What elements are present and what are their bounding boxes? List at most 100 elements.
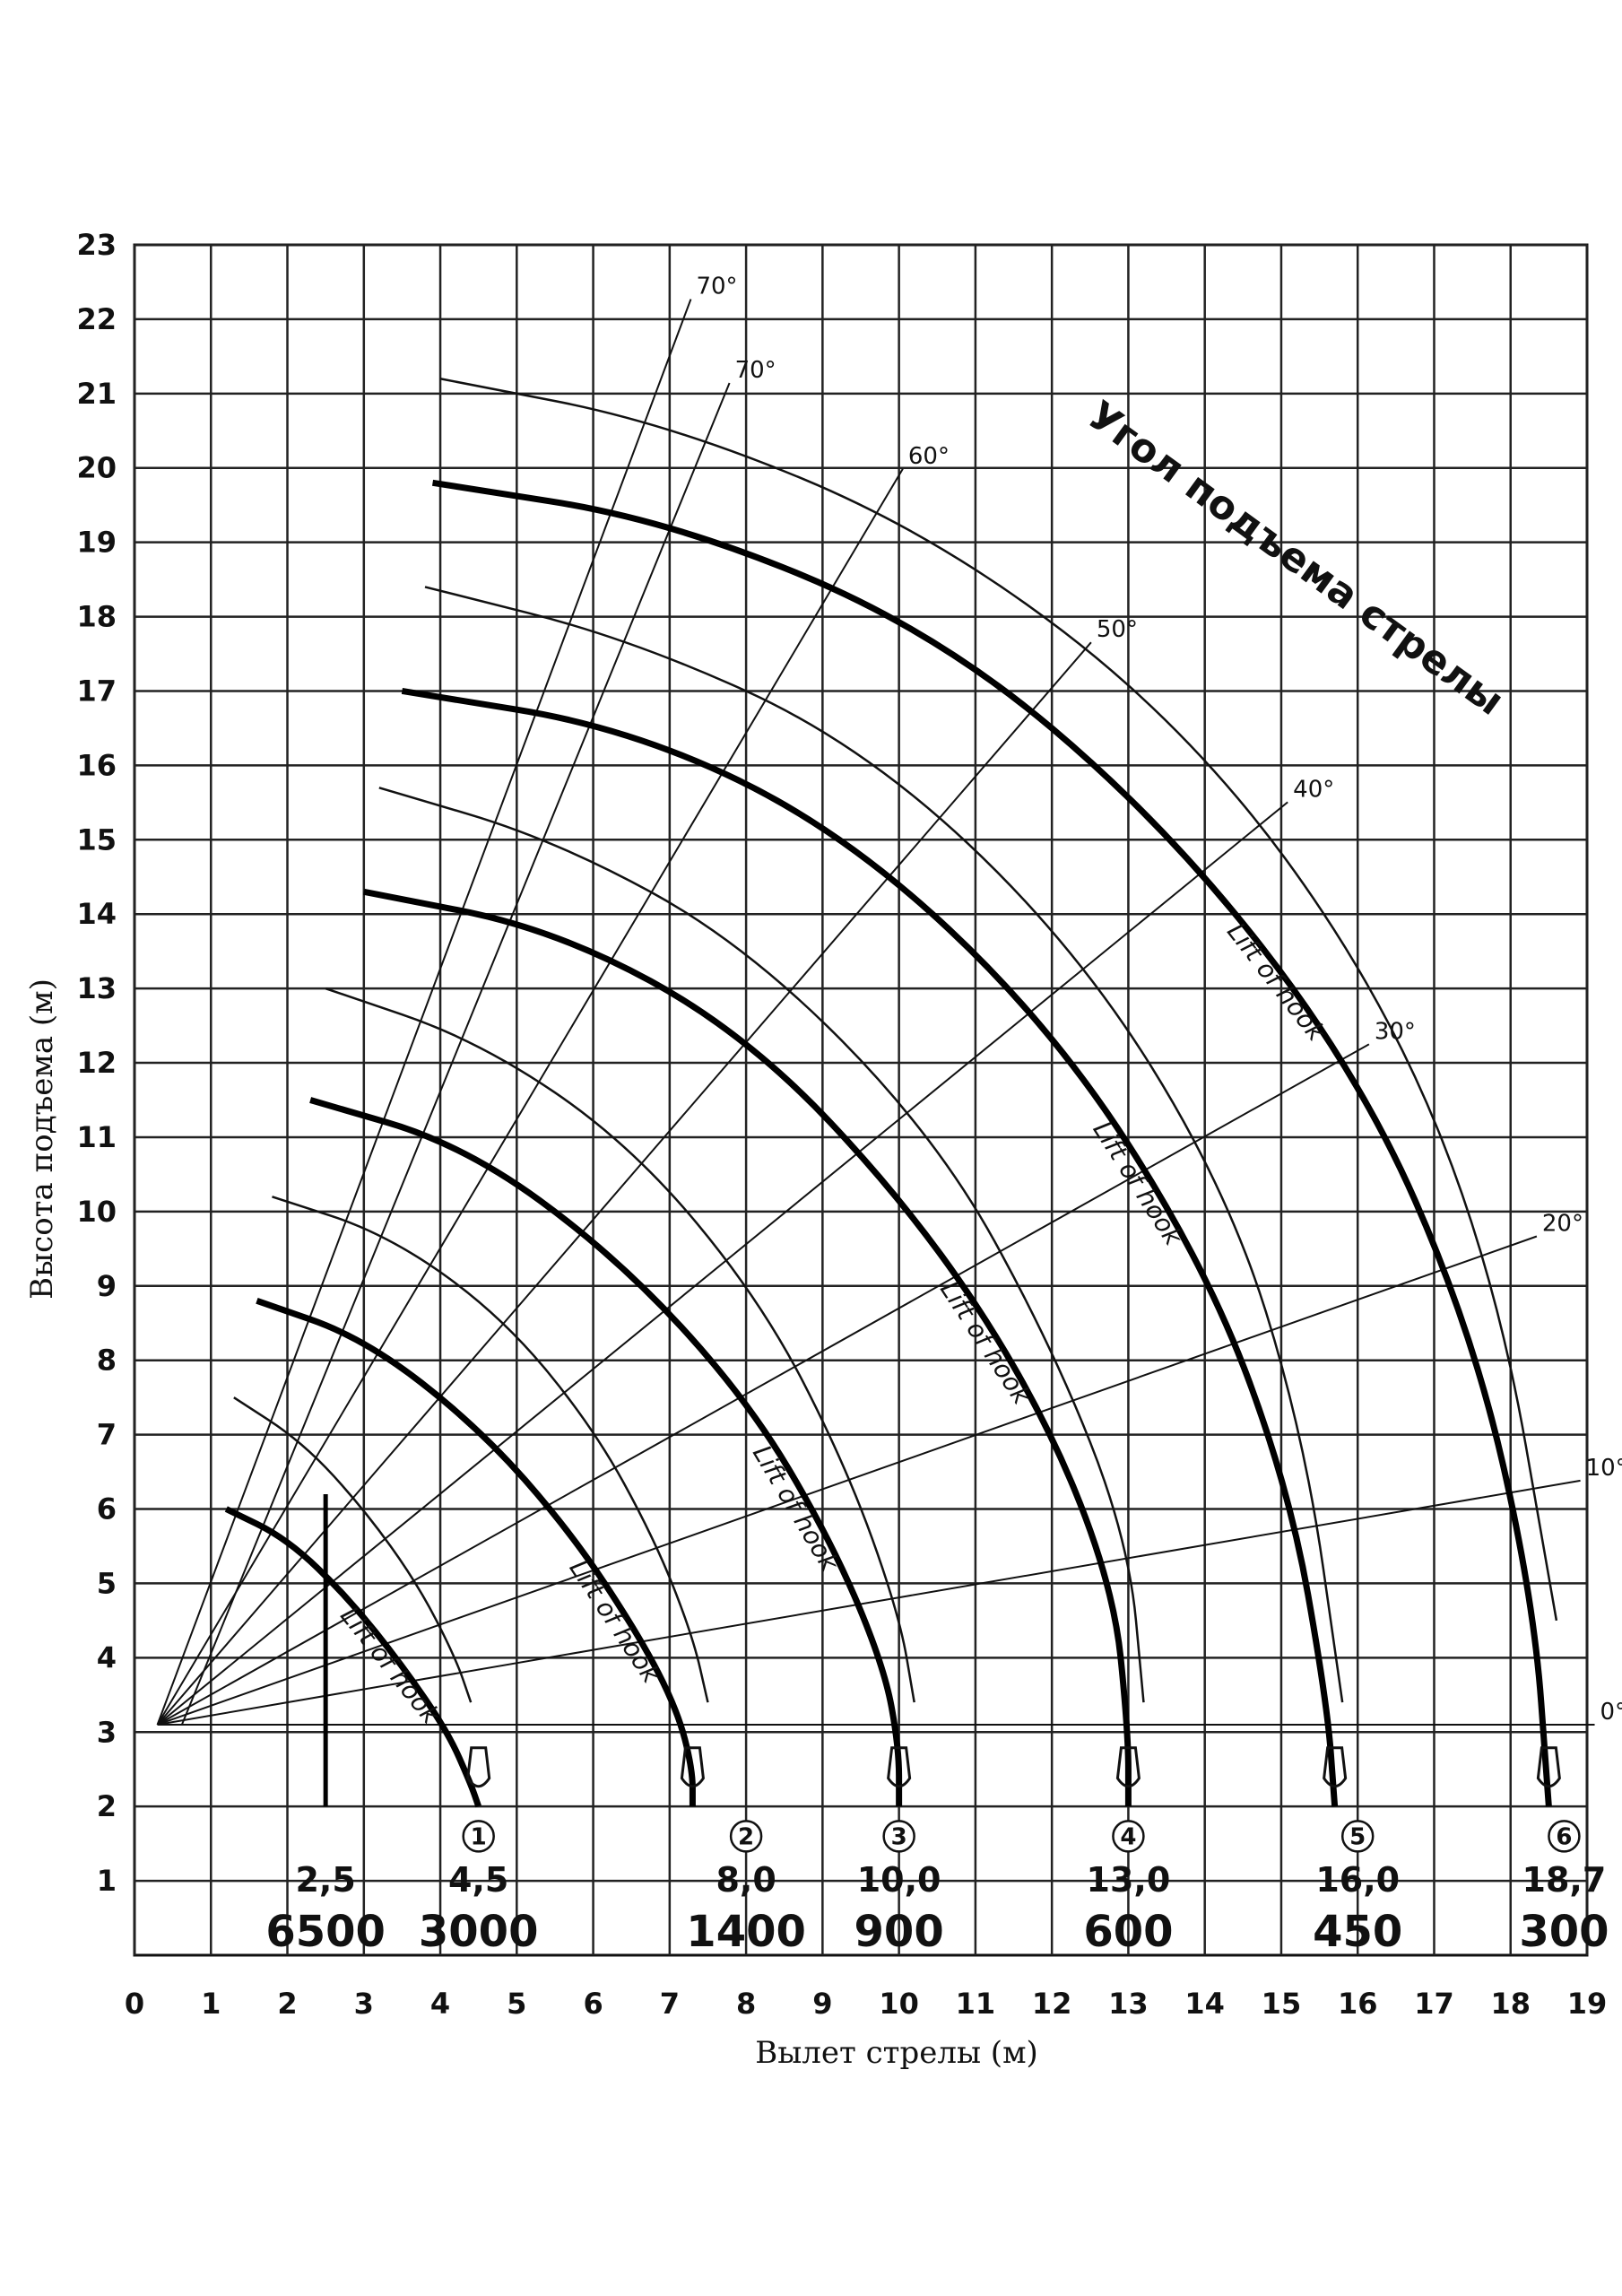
y-tick-label: 9 [97, 1269, 117, 1303]
boom-tip-curve [378, 787, 1145, 1703]
hook-height-curve [309, 1097, 903, 1807]
boom-angle-label: 0° [1600, 1699, 1622, 1726]
x-tick-label: 14 [1184, 1987, 1225, 2021]
x-tick-label: 11 [956, 1987, 996, 2021]
y-tick-label: 7 [97, 1418, 117, 1452]
load-label: 3000 [419, 1907, 539, 1957]
boom-angle-line [156, 801, 1288, 1726]
x-tick-label: 7 [660, 1987, 680, 2021]
x-tick-label: 18 [1490, 1987, 1531, 2021]
x-tick-label: 4 [430, 1987, 450, 2021]
boom-angle-line [157, 1479, 1581, 1726]
curve-number-circle [1548, 1820, 1581, 1853]
x-tick-label: 16 [1338, 1987, 1378, 2021]
y-tick-label: 14 [76, 897, 117, 931]
x-tick-label: 6 [583, 1987, 603, 2021]
x-tick-label: 9 [812, 1987, 832, 2021]
load-label: 1400 [686, 1907, 806, 1957]
hook-curve-label: Lift of hook [564, 1554, 667, 1690]
hook-curve-label: Lift of hook [934, 1275, 1037, 1411]
reach-label: 10,0 [857, 1860, 941, 1900]
y-tick-label: 13 [76, 971, 117, 1005]
x-tick-label: 13 [1108, 1987, 1149, 2021]
x-tick-label: 10 [879, 1987, 919, 2021]
load-label: 6500 [265, 1907, 386, 1957]
x-tick-label: 19 [1567, 1987, 1608, 2021]
y-tick-label: 6 [97, 1492, 117, 1526]
boom-angle-label: 60° [908, 443, 950, 470]
hook-curve-label: Lift of hook [334, 1601, 447, 1731]
boom-tip-curve [233, 1396, 473, 1703]
curve-number: 2 [738, 1823, 754, 1850]
load-label: 450 [1313, 1907, 1402, 1957]
reach-label: 13,0 [1087, 1860, 1171, 1900]
hook-icon [1536, 1746, 1561, 1788]
boom-angle-label: 70° [696, 274, 737, 300]
y-tick-label: 22 [76, 302, 117, 336]
x-tick-label: 3 [354, 1987, 374, 2021]
boom-tip-curve [272, 1196, 709, 1703]
x-tick-label: 17 [1414, 1987, 1454, 2021]
curve-number-circle [1340, 1820, 1375, 1853]
capacity-markers: 2,5 6500 4,5 3000 1 8,0 1400 2 10,0 900 3 13,0 600 4 1… [265, 1493, 1609, 1957]
reach-label: 8,0 [716, 1860, 776, 1900]
boom-angle-lines: 70° 70° 60° 50° 40° 30° 20° 10° 0° [156, 274, 1622, 1726]
boom-tip-curve [325, 987, 915, 1703]
boom-angle-label: 30° [1375, 1018, 1416, 1045]
reach-label: 4,5 [448, 1860, 508, 1900]
load-label: 900 [854, 1907, 944, 1957]
curve-number-circle [1112, 1820, 1145, 1853]
boom-angle-line [156, 468, 904, 1726]
boom-tip-curve [424, 586, 1344, 1703]
y-tick-label: 1 [97, 1864, 117, 1898]
y-axis-label: Высота подъема (м) [24, 978, 60, 1300]
curve-number: 1 [471, 1823, 487, 1850]
x-tick-label: 12 [1032, 1987, 1072, 2021]
y-tick-label: 2 [97, 1789, 117, 1823]
curve-number: 4 [1120, 1823, 1136, 1850]
x-tick-label: 0 [125, 1987, 144, 2021]
x-tick-label: 15 [1262, 1987, 1302, 2021]
y-tick-label: 10 [76, 1195, 117, 1229]
y-tick-label: 12 [76, 1046, 117, 1080]
reach-label: 18,7 [1522, 1860, 1607, 1900]
curve-number: 3 [891, 1823, 907, 1850]
y-tick-label: 8 [97, 1344, 117, 1378]
hook-curve-label: Lift of hook [1221, 918, 1332, 1048]
axis-ticks: 0 1 2 3 4 5 6 7 8 9 10 11 12 13 14 15 16 17 18 191234567891… [76, 228, 1607, 2021]
y-tick-label: 17 [76, 674, 117, 708]
hook-height-curve [363, 888, 1132, 1807]
hook-height-curve [431, 479, 1552, 1807]
x-tick-label: 8 [736, 1987, 756, 2021]
load-label: 600 [1083, 1907, 1173, 1957]
boom-angle-label: 70° [735, 357, 776, 384]
x-tick-label: 5 [507, 1987, 526, 2021]
reach-label: 16,0 [1315, 1860, 1400, 1900]
curve-number-circle [729, 1820, 763, 1853]
reach-label: 2,5 [295, 1860, 355, 1900]
hook-height-curve [256, 1298, 696, 1807]
hook-icon [680, 1746, 705, 1788]
x-axis-label: Вылет стрелы (м) [755, 2035, 1038, 2071]
y-tick-label: 20 [76, 451, 117, 485]
boom-angle-label: 20° [1542, 1210, 1583, 1237]
hook-icon [887, 1746, 912, 1788]
curve-number: 5 [1349, 1823, 1366, 1850]
y-tick-label: 5 [97, 1566, 117, 1600]
hook-height-curve [401, 688, 1339, 1807]
hook-icon [1323, 1746, 1348, 1788]
x-tick-label: 2 [277, 1987, 297, 2021]
y-tick-label: 18 [76, 600, 117, 634]
y-tick-label: 11 [76, 1120, 117, 1154]
curve-number-circle [462, 1820, 495, 1853]
y-tick-label: 4 [97, 1640, 117, 1674]
boom-angle-line [156, 641, 1092, 1726]
curve-number: 6 [1556, 1823, 1572, 1850]
boom-angle-line [180, 382, 731, 1726]
plot-frame [133, 243, 1589, 1957]
boom-angle-label: 50° [1097, 616, 1138, 643]
boom-angle-label: 10° [1586, 1455, 1622, 1482]
hook-icon [466, 1746, 491, 1788]
boom-tip-curve [439, 378, 1558, 1622]
x-tick-label: 1 [201, 1987, 221, 2021]
